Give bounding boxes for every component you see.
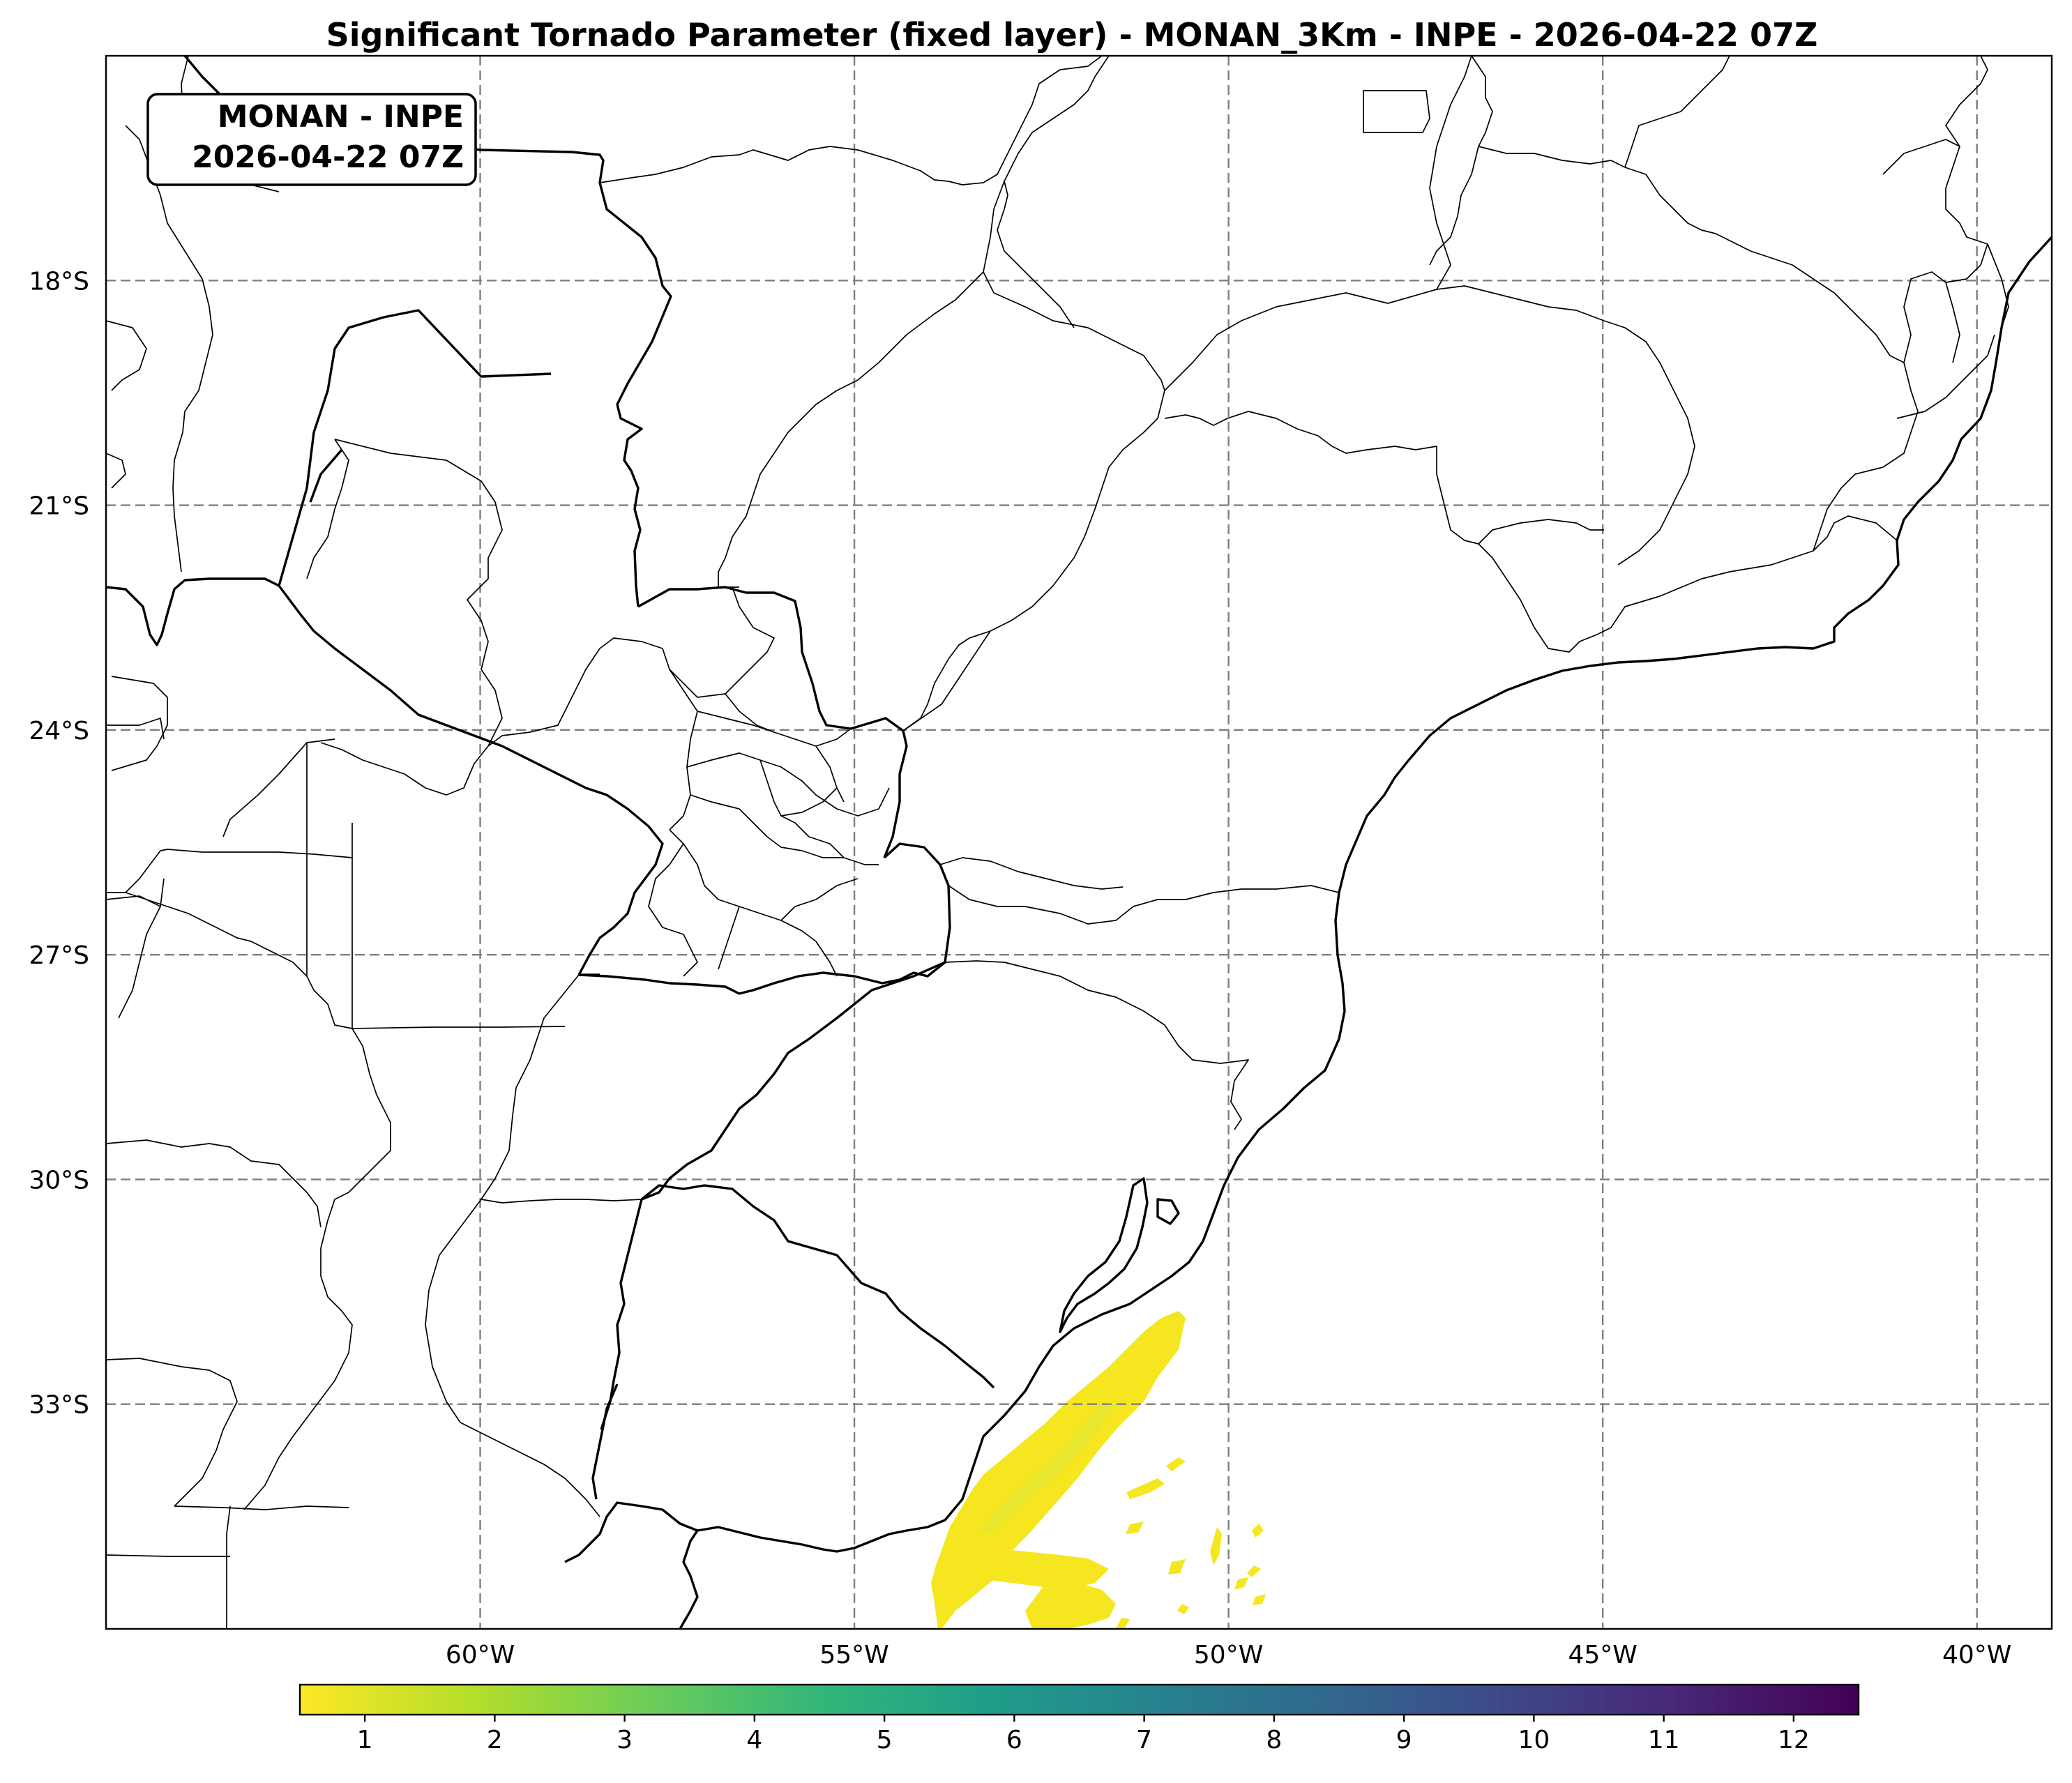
model-stamp: MONAN - INPE 2026-04-22 07Z <box>146 93 477 186</box>
colorbar-tick-label: 8 <box>1266 1726 1282 1754</box>
colorbar-tick-label: 5 <box>877 1726 893 1754</box>
colorbar-tick-label: 11 <box>1648 1726 1680 1754</box>
lon-tick-label: 40°W <box>1942 1641 2011 1669</box>
lat-tick-label: 18°S <box>29 267 89 296</box>
figure-title: Significant Tornado Parameter (fixed lay… <box>326 16 1818 54</box>
stamp-line-2: 2026-04-22 07Z <box>192 139 464 175</box>
colorbar-tick-label: 7 <box>1136 1726 1152 1754</box>
lon-tick-label: 55°W <box>819 1641 888 1669</box>
latitude-tick-labels: 18°S 21°S 24°S 27°S 30°S 33°S <box>29 267 89 1419</box>
map-area <box>106 56 2052 1629</box>
colorbar-ticks: 1 2 3 4 5 6 7 8 9 10 11 12 <box>357 1715 1810 1754</box>
colorbar-tick-label: 6 <box>1006 1726 1022 1754</box>
stamp-line-1: MONAN - INPE <box>218 99 464 135</box>
colorbar-tick-label: 12 <box>1778 1726 1810 1754</box>
colorbar-tick-label: 9 <box>1396 1726 1412 1754</box>
lat-tick-label: 33°S <box>29 1391 89 1420</box>
map-frame <box>105 54 2053 1630</box>
lat-tick-label: 21°S <box>29 492 89 521</box>
colorbar-tick-label: 10 <box>1518 1726 1550 1754</box>
colorbar-tick-label: 4 <box>746 1726 762 1754</box>
lat-tick-label: 30°S <box>29 1166 89 1194</box>
state-borders <box>106 56 2009 1629</box>
lon-tick-label: 60°W <box>446 1641 515 1669</box>
lat-tick-label: 27°S <box>29 941 89 970</box>
colorbar-tick-label: 3 <box>617 1726 633 1754</box>
colorbar-tick-label: 2 <box>487 1726 503 1754</box>
colorbar-gradient <box>298 1683 1860 1716</box>
gridlines <box>106 56 2052 1629</box>
stp-field <box>931 1311 1266 1629</box>
stamp-box <box>146 93 477 186</box>
map-content <box>106 56 2052 1629</box>
lon-tick-label: 45°W <box>1568 1641 1637 1669</box>
colorbar: 1 2 3 4 5 6 7 8 9 10 11 12 <box>298 1683 1860 1754</box>
lat-tick-label: 24°S <box>29 717 89 745</box>
longitude-tick-labels: 60°W 55°W 50°W 45°W 40°W <box>446 1641 2012 1669</box>
lon-tick-label: 50°W <box>1194 1641 1263 1669</box>
colorbar-tick-label: 1 <box>357 1726 373 1754</box>
